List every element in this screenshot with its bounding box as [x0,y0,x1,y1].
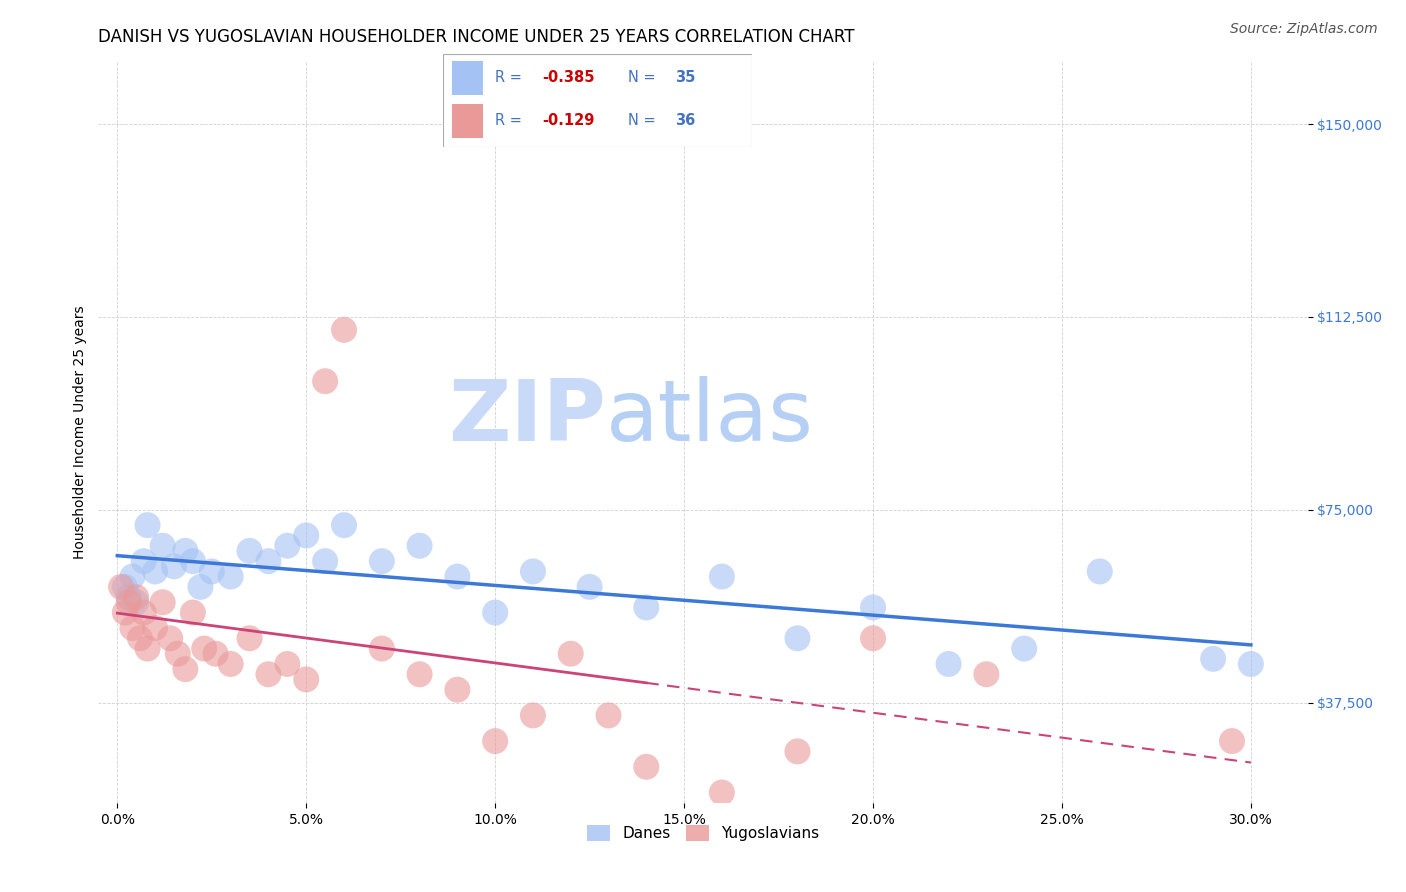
Point [295,673,318,687]
Point [371,641,394,656]
Point [152,539,174,553]
Point [118,595,141,609]
Point [314,374,336,388]
Point [295,528,318,542]
Point [710,785,733,799]
Point [786,632,808,646]
Point [257,554,280,568]
Y-axis label: Householder Income Under 25 years: Householder Income Under 25 years [73,306,87,559]
Point [314,554,336,568]
Point [239,632,262,646]
Text: N =: N = [628,113,661,128]
Text: R =: R = [495,113,527,128]
Point [1240,657,1263,671]
Point [118,590,141,604]
Point [166,647,188,661]
Text: Source: ZipAtlas.com: Source: ZipAtlas.com [1230,22,1378,37]
Point [181,554,204,568]
Text: R =: R = [495,70,527,86]
Point [522,565,544,579]
Point [239,544,262,558]
Text: 36: 36 [675,113,695,128]
Point [125,590,148,604]
Point [193,641,215,656]
Text: -0.385: -0.385 [541,70,595,86]
Point [163,559,186,574]
Text: atlas: atlas [606,376,814,459]
Bar [453,104,484,138]
Point [446,569,468,583]
Point [1088,565,1111,579]
Legend: Danes, Yugoslavians: Danes, Yugoslavians [581,819,825,847]
Point [560,647,582,661]
Point [219,569,242,583]
Point [862,632,884,646]
Point [371,554,394,568]
Point [121,621,143,635]
Bar [453,61,484,95]
Point [276,539,298,553]
Point [636,600,658,615]
Point [484,734,506,748]
Point [333,518,356,533]
Point [136,518,159,533]
Point [190,580,212,594]
Point [181,606,204,620]
Point [174,662,197,676]
Text: N =: N = [628,70,661,86]
Point [636,760,658,774]
Text: -0.129: -0.129 [541,113,595,128]
Point [136,641,159,656]
Point [257,667,280,681]
Text: ZIP: ZIP [449,376,606,459]
Point [114,606,136,620]
Point [276,657,298,671]
Point [219,657,242,671]
Point [129,632,152,646]
Point [110,580,132,594]
Point [976,667,998,681]
Point [484,606,506,620]
Point [1012,641,1035,656]
Point [408,539,430,553]
Point [114,580,136,594]
Point [786,744,808,758]
Point [159,632,181,646]
Point [408,667,430,681]
Point [446,682,468,697]
Point [132,554,155,568]
Point [710,569,733,583]
Point [333,323,356,337]
Point [143,621,166,635]
Point [121,569,143,583]
Point [598,708,620,723]
Point [143,565,166,579]
Point [1220,734,1243,748]
Point [522,708,544,723]
Point [204,647,226,661]
Text: DANISH VS YUGOSLAVIAN HOUSEHOLDER INCOME UNDER 25 YEARS CORRELATION CHART: DANISH VS YUGOSLAVIAN HOUSEHOLDER INCOME… [98,28,855,45]
Text: 35: 35 [675,70,695,86]
Point [132,606,155,620]
Point [152,595,174,609]
Point [201,565,224,579]
Point [578,580,600,594]
Point [174,544,197,558]
Point [1202,652,1225,666]
Point [862,600,884,615]
Point [938,657,960,671]
Point [125,595,148,609]
